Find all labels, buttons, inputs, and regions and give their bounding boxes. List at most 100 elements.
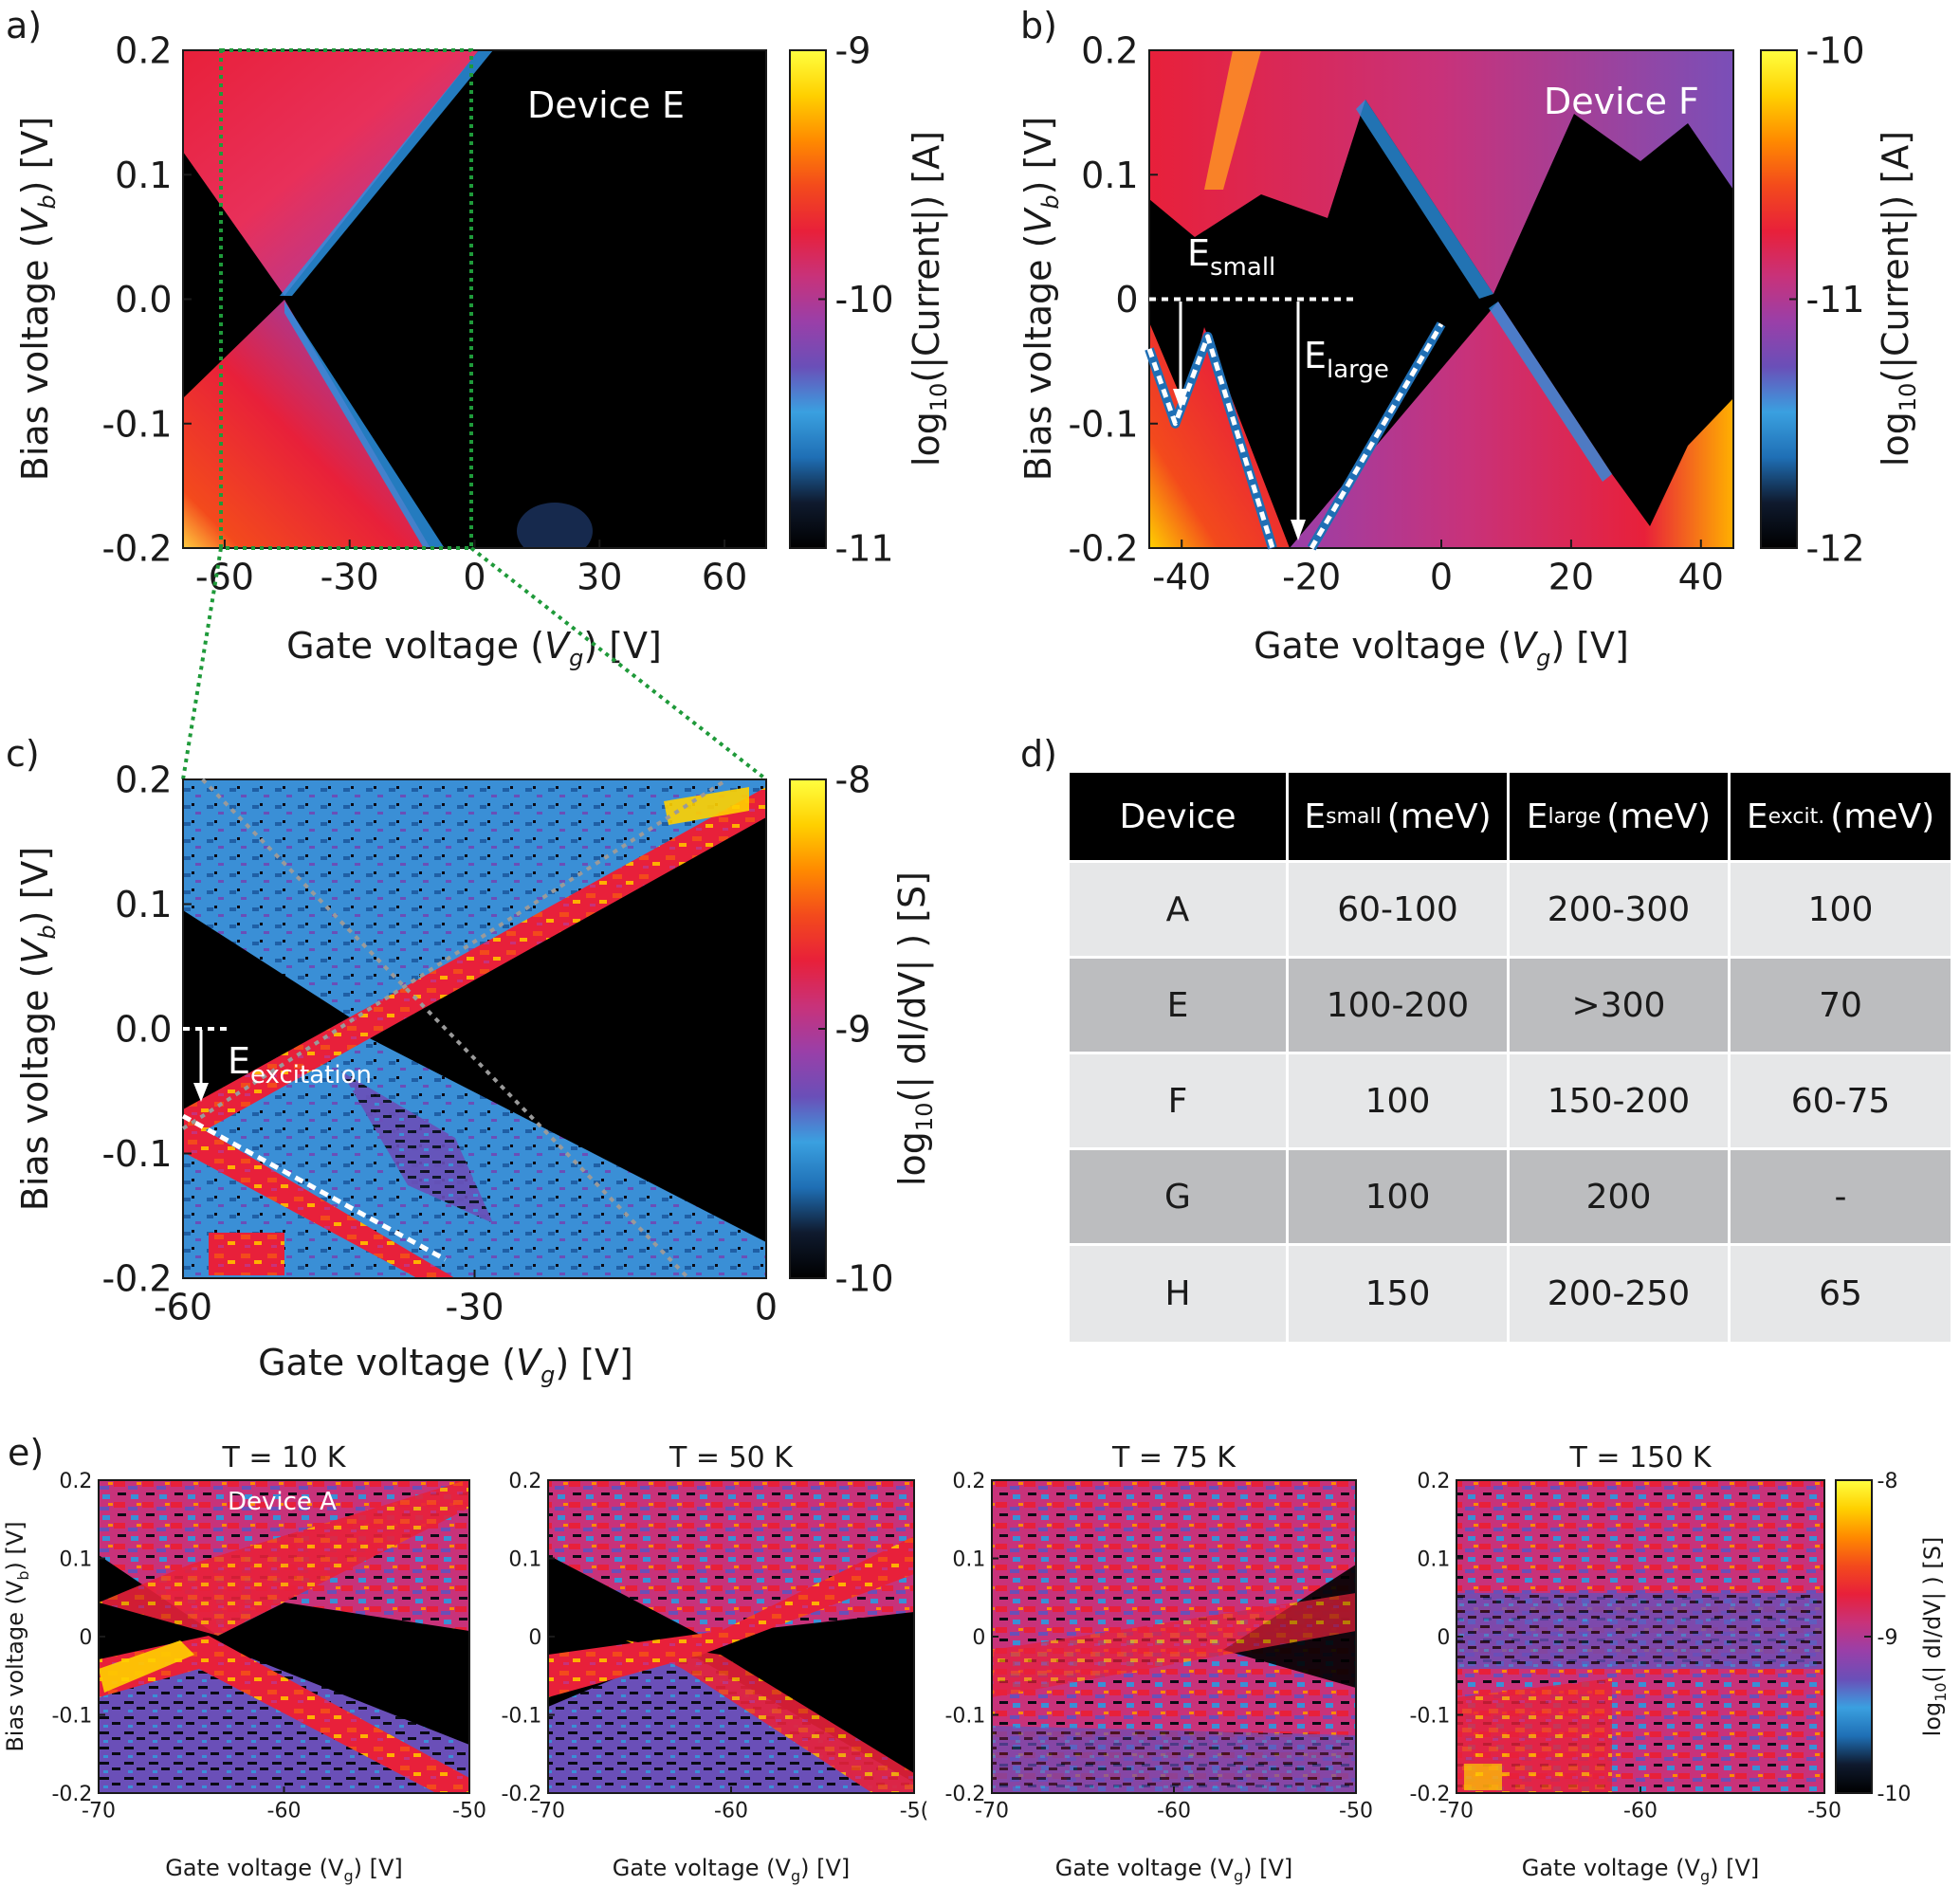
y-tick-label: -0.2 [1068, 528, 1138, 570]
heatmap-c [183, 779, 766, 1278]
y-tick-label: 0.0 [115, 1009, 172, 1051]
x-tick-label: 20 [1548, 557, 1594, 598]
table-cell: 200-250 [1510, 1246, 1728, 1342]
table-cell: 70 [1731, 959, 1951, 1052]
y-tick-label: 0.1 [115, 155, 172, 196]
guide-line-grey [181, 778, 729, 1130]
x-tick-label: -60 [1157, 1799, 1191, 1822]
x-tick-label: -70 [975, 1799, 1009, 1822]
y-tick-label: -0.2 [501, 1783, 541, 1806]
x-tick-label: 60 [702, 557, 747, 598]
e-large-arrowhead [1291, 520, 1306, 540]
colorbar-tick-label: -9 [835, 30, 871, 72]
guide-line-white [181, 1113, 447, 1262]
colorbar-tick-label: -10 [1806, 30, 1865, 72]
y-tick-label: 0.1 [59, 1547, 92, 1571]
x-tick-label: 40 [1678, 557, 1724, 598]
colorbar-ticks-a: -9 -10 -11 [818, 30, 894, 570]
y-tick-label: -0.1 [101, 403, 172, 445]
x-tick-label: 0 [755, 1287, 778, 1328]
y-tick-label: -0.2 [1409, 1783, 1450, 1806]
x-tick-label: 0 [463, 557, 485, 598]
guide-line [1309, 322, 1444, 550]
heatmap-a [183, 50, 766, 548]
y-tick-label: -0.1 [51, 1704, 92, 1728]
y-axis-label-e: Bias voltage (Vb) [V] [2, 1521, 32, 1751]
colorbar-ticks-c: -8 -9 -10 [818, 760, 894, 1300]
panel-a: a) -60 -30 0 30 60 0.2 0.1 0.0 -0.1 -0.2 Device E… [6, 5, 952, 671]
table-cell: 100-200 [1289, 959, 1507, 1052]
colorbar-ticks-b: -10 -11 -12 [1789, 30, 1865, 570]
ticks-e: -70 -60 -500.20.10-0.1-0.2-70 -60 -5(0.20.10… [51, 1470, 1841, 1822]
heatmap-e-150k [1456, 1480, 1824, 1793]
subplot-title: T = 50 K [669, 1441, 794, 1474]
guide-line-grey [201, 778, 690, 1280]
y-tick-label: 0.2 [1081, 30, 1138, 72]
table-cell: E [1070, 959, 1286, 1052]
y-tick-label: 0.2 [508, 1470, 541, 1493]
colorbar-tick-label: -10 [835, 1258, 894, 1300]
y-tick-label: 0 [1115, 279, 1138, 320]
y-tick-label: -0.1 [501, 1704, 541, 1728]
table-cell: 200 [1510, 1150, 1728, 1243]
colorbar-tick-label: -11 [835, 528, 894, 570]
table-cell: 100 [1289, 1054, 1507, 1147]
y-tick-label: -0.1 [1409, 1704, 1450, 1728]
overlay-lines-c [181, 778, 729, 1280]
colorbar-tick-label: -8 [835, 760, 871, 801]
table-cell: 65 [1731, 1246, 1951, 1342]
y-tick-label: 0.2 [1417, 1470, 1450, 1493]
table-cell: >300 [1510, 959, 1728, 1052]
panel-letter-e: e) [8, 1432, 44, 1474]
y-tick-label: -0.2 [101, 528, 172, 570]
annotation-device-f: Device F [1544, 81, 1699, 122]
x-axis-labels-e: Gate voltage (Vg) [V] Gate voltage (Vg) [… [165, 1855, 1759, 1885]
x-tick-label: -40 [1152, 557, 1211, 598]
x-axis-label-e: Gate voltage (Vg) [V] [165, 1855, 403, 1885]
x-tick-label: -60 [1623, 1799, 1658, 1822]
y-tick-label: 0.0 [115, 279, 172, 320]
y-tick-label: 0.2 [115, 30, 172, 72]
x-tick-label: -70 [531, 1799, 565, 1822]
y-tick-label: 0.1 [1417, 1547, 1450, 1571]
x-tick-label: -50 [1807, 1799, 1841, 1822]
x-axis-label-e: Gate voltage (Vg) [V] [613, 1855, 851, 1885]
x-tick-label: -30 [445, 1287, 504, 1328]
x-tick-label: -5( [900, 1799, 929, 1822]
x-tick-label: -60 [154, 1287, 212, 1328]
y-axis-label-c: Bias voltage (Vb) [V] [14, 847, 61, 1211]
y-tick-label: 0.2 [59, 1470, 92, 1493]
y-tick-label: 0.2 [952, 1470, 985, 1493]
label-e-excitation: Eexcitation [228, 1040, 372, 1089]
label-e-large: Elarge [1304, 335, 1389, 384]
panel-e: e) -70 -60 -50 0.2 0 [2, 1432, 1950, 1885]
panel-letter-b: b) [1020, 5, 1057, 46]
heatmap-e-50k [548, 1480, 914, 1793]
x-tick-label: -60 [267, 1799, 302, 1822]
table-cell: F [1070, 1054, 1286, 1147]
table-header-cell: Device [1070, 773, 1286, 860]
ticks-c: -60 -30 0 0.2 0.1 0.0 -0.1 -0.2 [101, 760, 778, 1328]
table-cell: 150-200 [1510, 1054, 1728, 1147]
colorbar-label-a: log10(|Current|) [A] [906, 131, 952, 467]
colorbar-tick-label: -10 [1878, 1783, 1912, 1806]
table-cell: A [1070, 863, 1286, 956]
heatmap-e-10k [99, 1480, 469, 1793]
heatmap-e-75k [992, 1480, 1356, 1793]
x-axis-label-e: Gate voltage (Vg) [V] [1522, 1855, 1760, 1885]
y-tick-label: 0 [972, 1626, 985, 1650]
x-tick-label: -60 [195, 557, 254, 598]
x-axis-label-a: Gate voltage (Vg) [V] [286, 625, 662, 671]
colorbar-tick-label: -11 [1806, 279, 1865, 320]
x-axis-label-e: Gate voltage (Vg) [V] [1055, 1855, 1293, 1885]
zoom-connector-right [469, 546, 768, 781]
ticks-b: -40 -20 0 20 40 0.2 0.1 0 -0.1 -0.2 [1068, 30, 1724, 598]
e-small-arrowhead [1173, 389, 1188, 410]
x-tick-label: -30 [321, 557, 379, 598]
table-cell: - [1731, 1150, 1951, 1243]
y-tick-label: -0.1 [1068, 403, 1138, 445]
y-tick-label: 0.1 [115, 884, 172, 925]
colorbar-label-b: log10(|Current|) [A] [1875, 131, 1921, 467]
